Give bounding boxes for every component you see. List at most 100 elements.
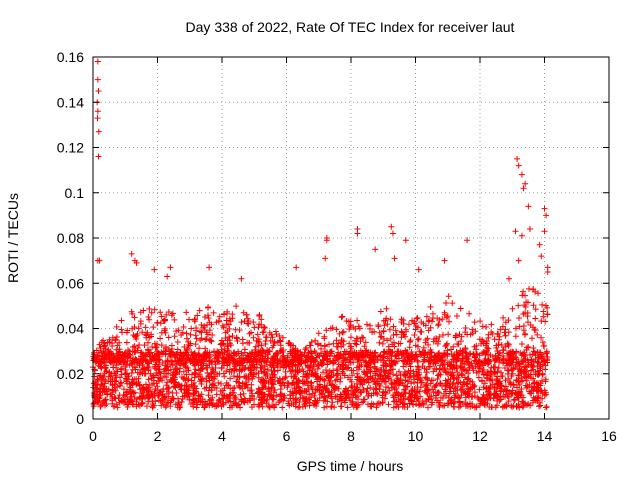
data-point [234,374,241,381]
data-point [122,375,129,382]
data-point [106,356,113,363]
data-point [311,348,318,355]
data-point [96,341,103,348]
data-point [127,384,134,391]
data-point [190,379,197,386]
data-point [164,379,171,386]
data-point [408,397,415,404]
data-point [260,377,267,384]
data-point [425,363,432,370]
data-point [454,387,461,394]
data-point [91,373,98,380]
data-point [402,377,409,384]
data-point [354,370,361,377]
data-point [425,318,432,325]
data-point [277,338,284,345]
data-point [450,403,457,410]
data-point [156,389,163,396]
data-point [400,317,407,324]
data-point [471,319,478,326]
data-point [326,341,333,348]
data-point [428,377,435,384]
y-axis-label: ROTI / TECUs [5,193,21,283]
axis-ticks [92,56,610,420]
data-point [318,349,325,356]
data-point [471,343,478,350]
data-point [391,255,398,262]
data-point [271,357,278,364]
data-point [224,362,231,369]
data-point [453,357,460,364]
data-point [205,373,212,380]
data-point [206,400,213,407]
data-point [380,328,387,335]
data-point [135,325,142,332]
data-point [165,334,172,341]
data-point [150,324,157,331]
data-point [372,386,379,393]
data-point [339,329,346,336]
data-point [241,382,248,389]
data-point [267,377,274,384]
data-point [298,390,305,397]
data-point [126,398,133,405]
data-point [343,317,350,324]
data-point [223,393,230,400]
data-point [418,377,425,384]
data-point [219,387,226,394]
data-point [464,385,471,392]
data-point [374,400,381,407]
data-point [224,351,231,358]
data-point [133,357,140,364]
data-point [317,358,324,365]
data-point [142,331,149,338]
data-point [492,355,499,362]
data-point [184,345,191,352]
data-point [477,318,484,325]
data-point [193,335,200,342]
data-point [487,352,494,359]
y-tick-label: 0.08 [57,230,84,246]
data-point [205,315,212,322]
data-point [509,305,516,312]
data-point [256,338,263,345]
data-point [441,311,448,318]
data-point [529,335,536,342]
data-point [367,349,374,356]
data-point [140,366,147,373]
data-point [316,395,323,402]
data-point [346,359,353,366]
data-point [197,362,204,369]
data-point [382,363,389,370]
data-point [364,401,371,408]
data-point [349,372,356,379]
data-point [392,380,399,387]
data-point [188,349,195,356]
y-tick-label: 0.14 [57,94,84,110]
data-point [472,346,479,353]
data-point [123,339,130,346]
data-point [480,349,487,356]
data-point [398,391,405,398]
data-point [385,374,392,381]
data-point [245,320,252,327]
data-point [209,381,216,388]
data-point [373,404,380,411]
data-point [174,395,181,402]
data-point [444,347,451,354]
data-point [94,354,101,361]
data-point [270,381,277,388]
data-point [110,364,117,371]
data-point [420,344,427,351]
data-point [116,349,123,356]
data-point [232,361,239,368]
data-point [385,401,392,408]
data-point [280,352,287,359]
data-point [173,369,180,376]
data-point [354,376,361,383]
data-point [330,340,337,347]
data-point [435,321,442,328]
data-point [218,340,225,347]
data-point [158,342,165,349]
data-point [238,367,245,374]
